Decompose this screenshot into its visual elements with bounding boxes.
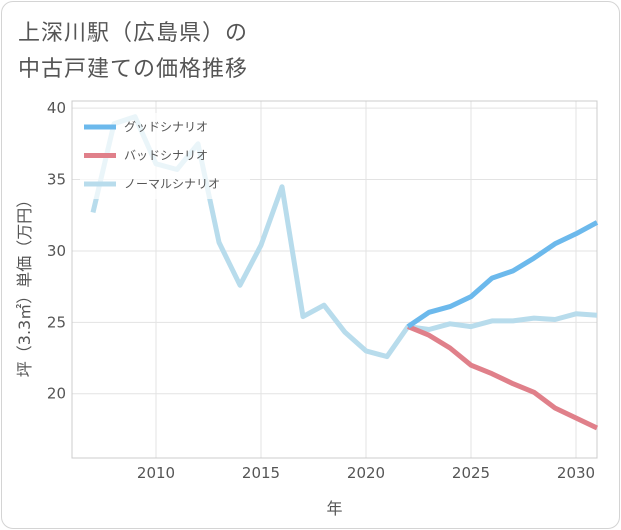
y-tick-label: 30 xyxy=(47,242,66,260)
grid-lines xyxy=(72,101,597,458)
x-tick-label: 2025 xyxy=(452,464,490,482)
chart-title: 上深川駅（広島県）の 中古戸建ての価格推移 xyxy=(18,16,248,88)
y-tick-label: 25 xyxy=(47,313,66,331)
x-tick-label: 2020 xyxy=(347,464,385,482)
x-tick-label: 2030 xyxy=(557,464,595,482)
y-tick-label: 35 xyxy=(47,171,66,189)
legend-label-2: バッドシナリオ xyxy=(124,149,208,163)
legend-label-3: ノーマルシナリオ xyxy=(124,177,220,191)
chart-title-line-2: 中古戸建ての価格推移 xyxy=(18,57,249,82)
x-tick-label: 2010 xyxy=(137,464,175,482)
series-line-1 xyxy=(406,220,599,329)
x-axis-ticks: 2010 2015 2020 2025 2030 xyxy=(137,464,595,482)
y-tick-label: 40 xyxy=(47,99,66,117)
series-line-2 xyxy=(407,324,599,431)
plot-area xyxy=(71,100,598,459)
y-tick-label: 20 xyxy=(47,385,66,403)
chart-title-line-1: 上深川駅（広島県）の xyxy=(18,21,249,46)
x-tick-label: 2015 xyxy=(242,464,280,482)
y-axis-label: 坪（3.3㎡）単価（万円） xyxy=(15,192,34,377)
y-axis-ticks: 20 25 30 35 40 xyxy=(47,99,66,403)
x-axis-label: 年 xyxy=(326,499,342,518)
legend-label-1: グッドシナリオ xyxy=(124,120,208,134)
